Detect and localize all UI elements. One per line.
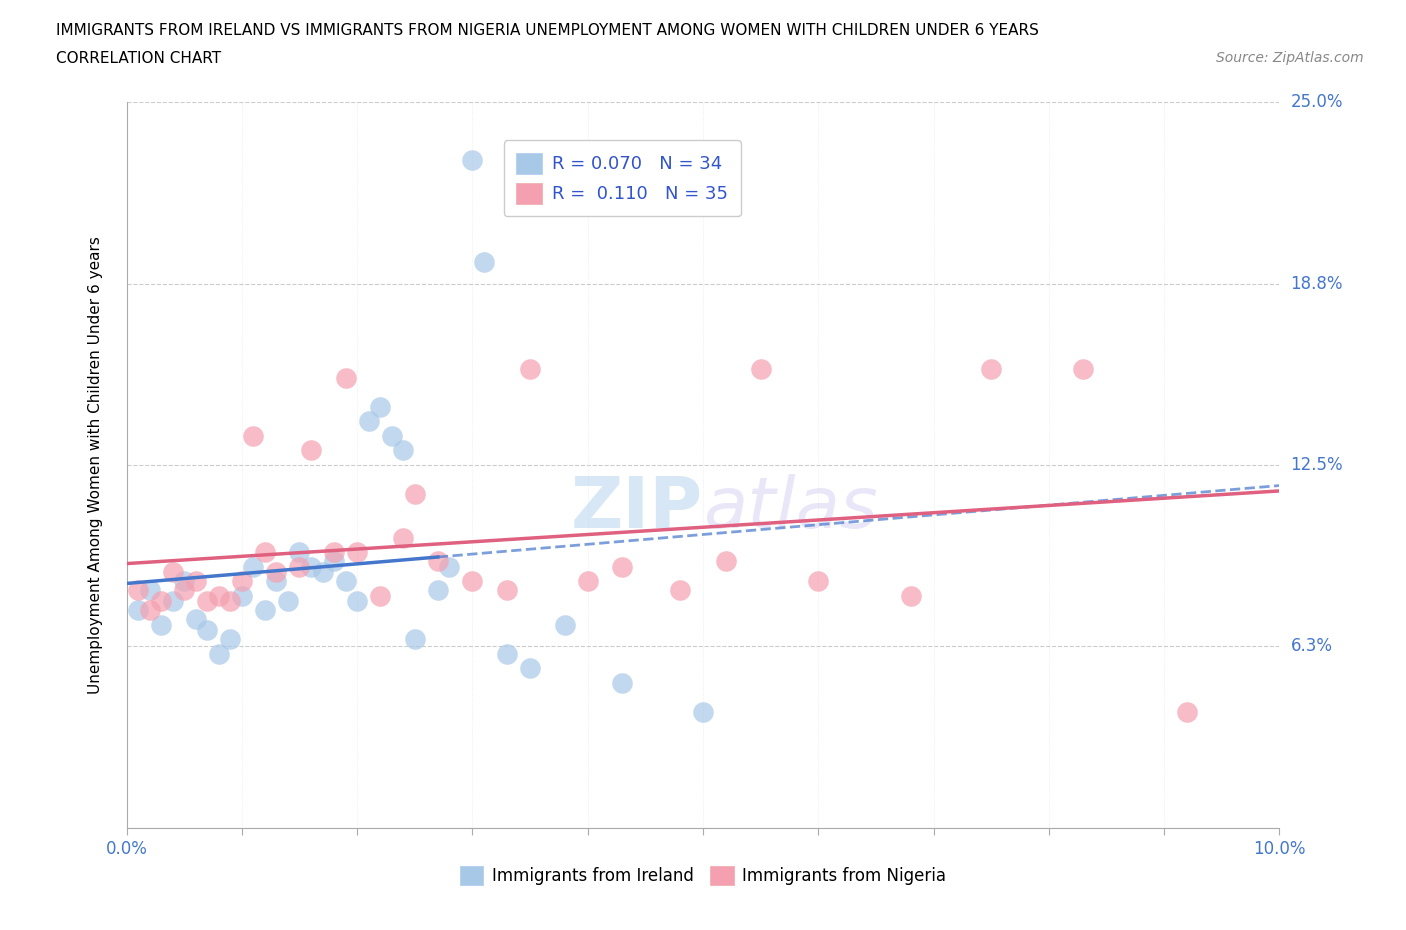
- Point: [1175, 704, 1198, 719]
- Point: [612, 559, 634, 574]
- Text: atlas: atlas: [703, 474, 877, 543]
- Point: [208, 588, 231, 603]
- Point: [266, 574, 288, 589]
- Point: [381, 429, 404, 444]
- Point: [277, 594, 299, 609]
- Point: [472, 255, 495, 270]
- Point: [231, 574, 253, 589]
- Point: [335, 370, 357, 385]
- Point: [335, 574, 357, 589]
- Point: [692, 704, 714, 719]
- Text: Source: ZipAtlas.com: Source: ZipAtlas.com: [1216, 51, 1364, 65]
- Point: [208, 646, 231, 661]
- Point: [253, 545, 276, 560]
- Point: [426, 553, 449, 568]
- Point: [184, 574, 207, 589]
- Point: [461, 153, 484, 167]
- Point: [519, 660, 541, 675]
- Text: IMMIGRANTS FROM IRELAND VS IMMIGRANTS FROM NIGERIA UNEMPLOYMENT AMONG WOMEN WITH: IMMIGRANTS FROM IRELAND VS IMMIGRANTS FR…: [56, 23, 1039, 38]
- Y-axis label: Unemployment Among Women with Children Under 6 years: Unemployment Among Women with Children U…: [89, 236, 103, 694]
- Point: [173, 574, 195, 589]
- Point: [323, 545, 346, 560]
- Point: [714, 553, 737, 568]
- Point: [357, 414, 380, 429]
- Point: [439, 559, 461, 574]
- Point: [288, 545, 311, 560]
- Point: [392, 530, 415, 545]
- Point: [127, 582, 149, 597]
- Point: [184, 611, 207, 626]
- Point: [669, 582, 692, 597]
- Point: [807, 574, 830, 589]
- Point: [368, 588, 391, 603]
- Point: [127, 603, 149, 618]
- Text: 25.0%: 25.0%: [1291, 93, 1343, 112]
- Point: [980, 362, 1002, 377]
- Legend: Immigrants from Ireland, Immigrants from Nigeria: Immigrants from Ireland, Immigrants from…: [453, 859, 953, 892]
- Point: [392, 443, 415, 458]
- Point: [299, 559, 322, 574]
- Point: [900, 588, 922, 603]
- Point: [576, 574, 599, 589]
- Point: [138, 603, 160, 618]
- Point: [346, 594, 368, 609]
- Point: [242, 559, 264, 574]
- Text: CORRELATION CHART: CORRELATION CHART: [56, 51, 221, 66]
- Point: [219, 594, 242, 609]
- Point: [138, 582, 160, 597]
- Point: [242, 429, 264, 444]
- Point: [554, 618, 576, 632]
- Point: [496, 646, 519, 661]
- Point: [195, 594, 218, 609]
- Point: [266, 565, 288, 579]
- Point: [519, 362, 541, 377]
- Point: [461, 574, 484, 589]
- Point: [426, 582, 449, 597]
- Point: [173, 582, 195, 597]
- Point: [288, 559, 311, 574]
- Point: [368, 400, 391, 415]
- Point: [1073, 362, 1095, 377]
- Text: ZIP: ZIP: [571, 474, 703, 543]
- Point: [311, 565, 333, 579]
- Point: [404, 631, 426, 646]
- Point: [612, 675, 634, 690]
- Point: [253, 603, 276, 618]
- Point: [299, 443, 322, 458]
- Point: [346, 545, 368, 560]
- Text: 6.3%: 6.3%: [1291, 637, 1333, 656]
- Point: [162, 565, 184, 579]
- Point: [404, 486, 426, 501]
- Point: [749, 362, 772, 377]
- Point: [162, 594, 184, 609]
- Point: [150, 594, 173, 609]
- Point: [231, 588, 253, 603]
- Point: [219, 631, 242, 646]
- Point: [150, 618, 173, 632]
- Point: [195, 623, 218, 638]
- Point: [323, 553, 346, 568]
- Text: 12.5%: 12.5%: [1291, 456, 1343, 474]
- Text: 18.8%: 18.8%: [1291, 274, 1343, 293]
- Point: [496, 582, 519, 597]
